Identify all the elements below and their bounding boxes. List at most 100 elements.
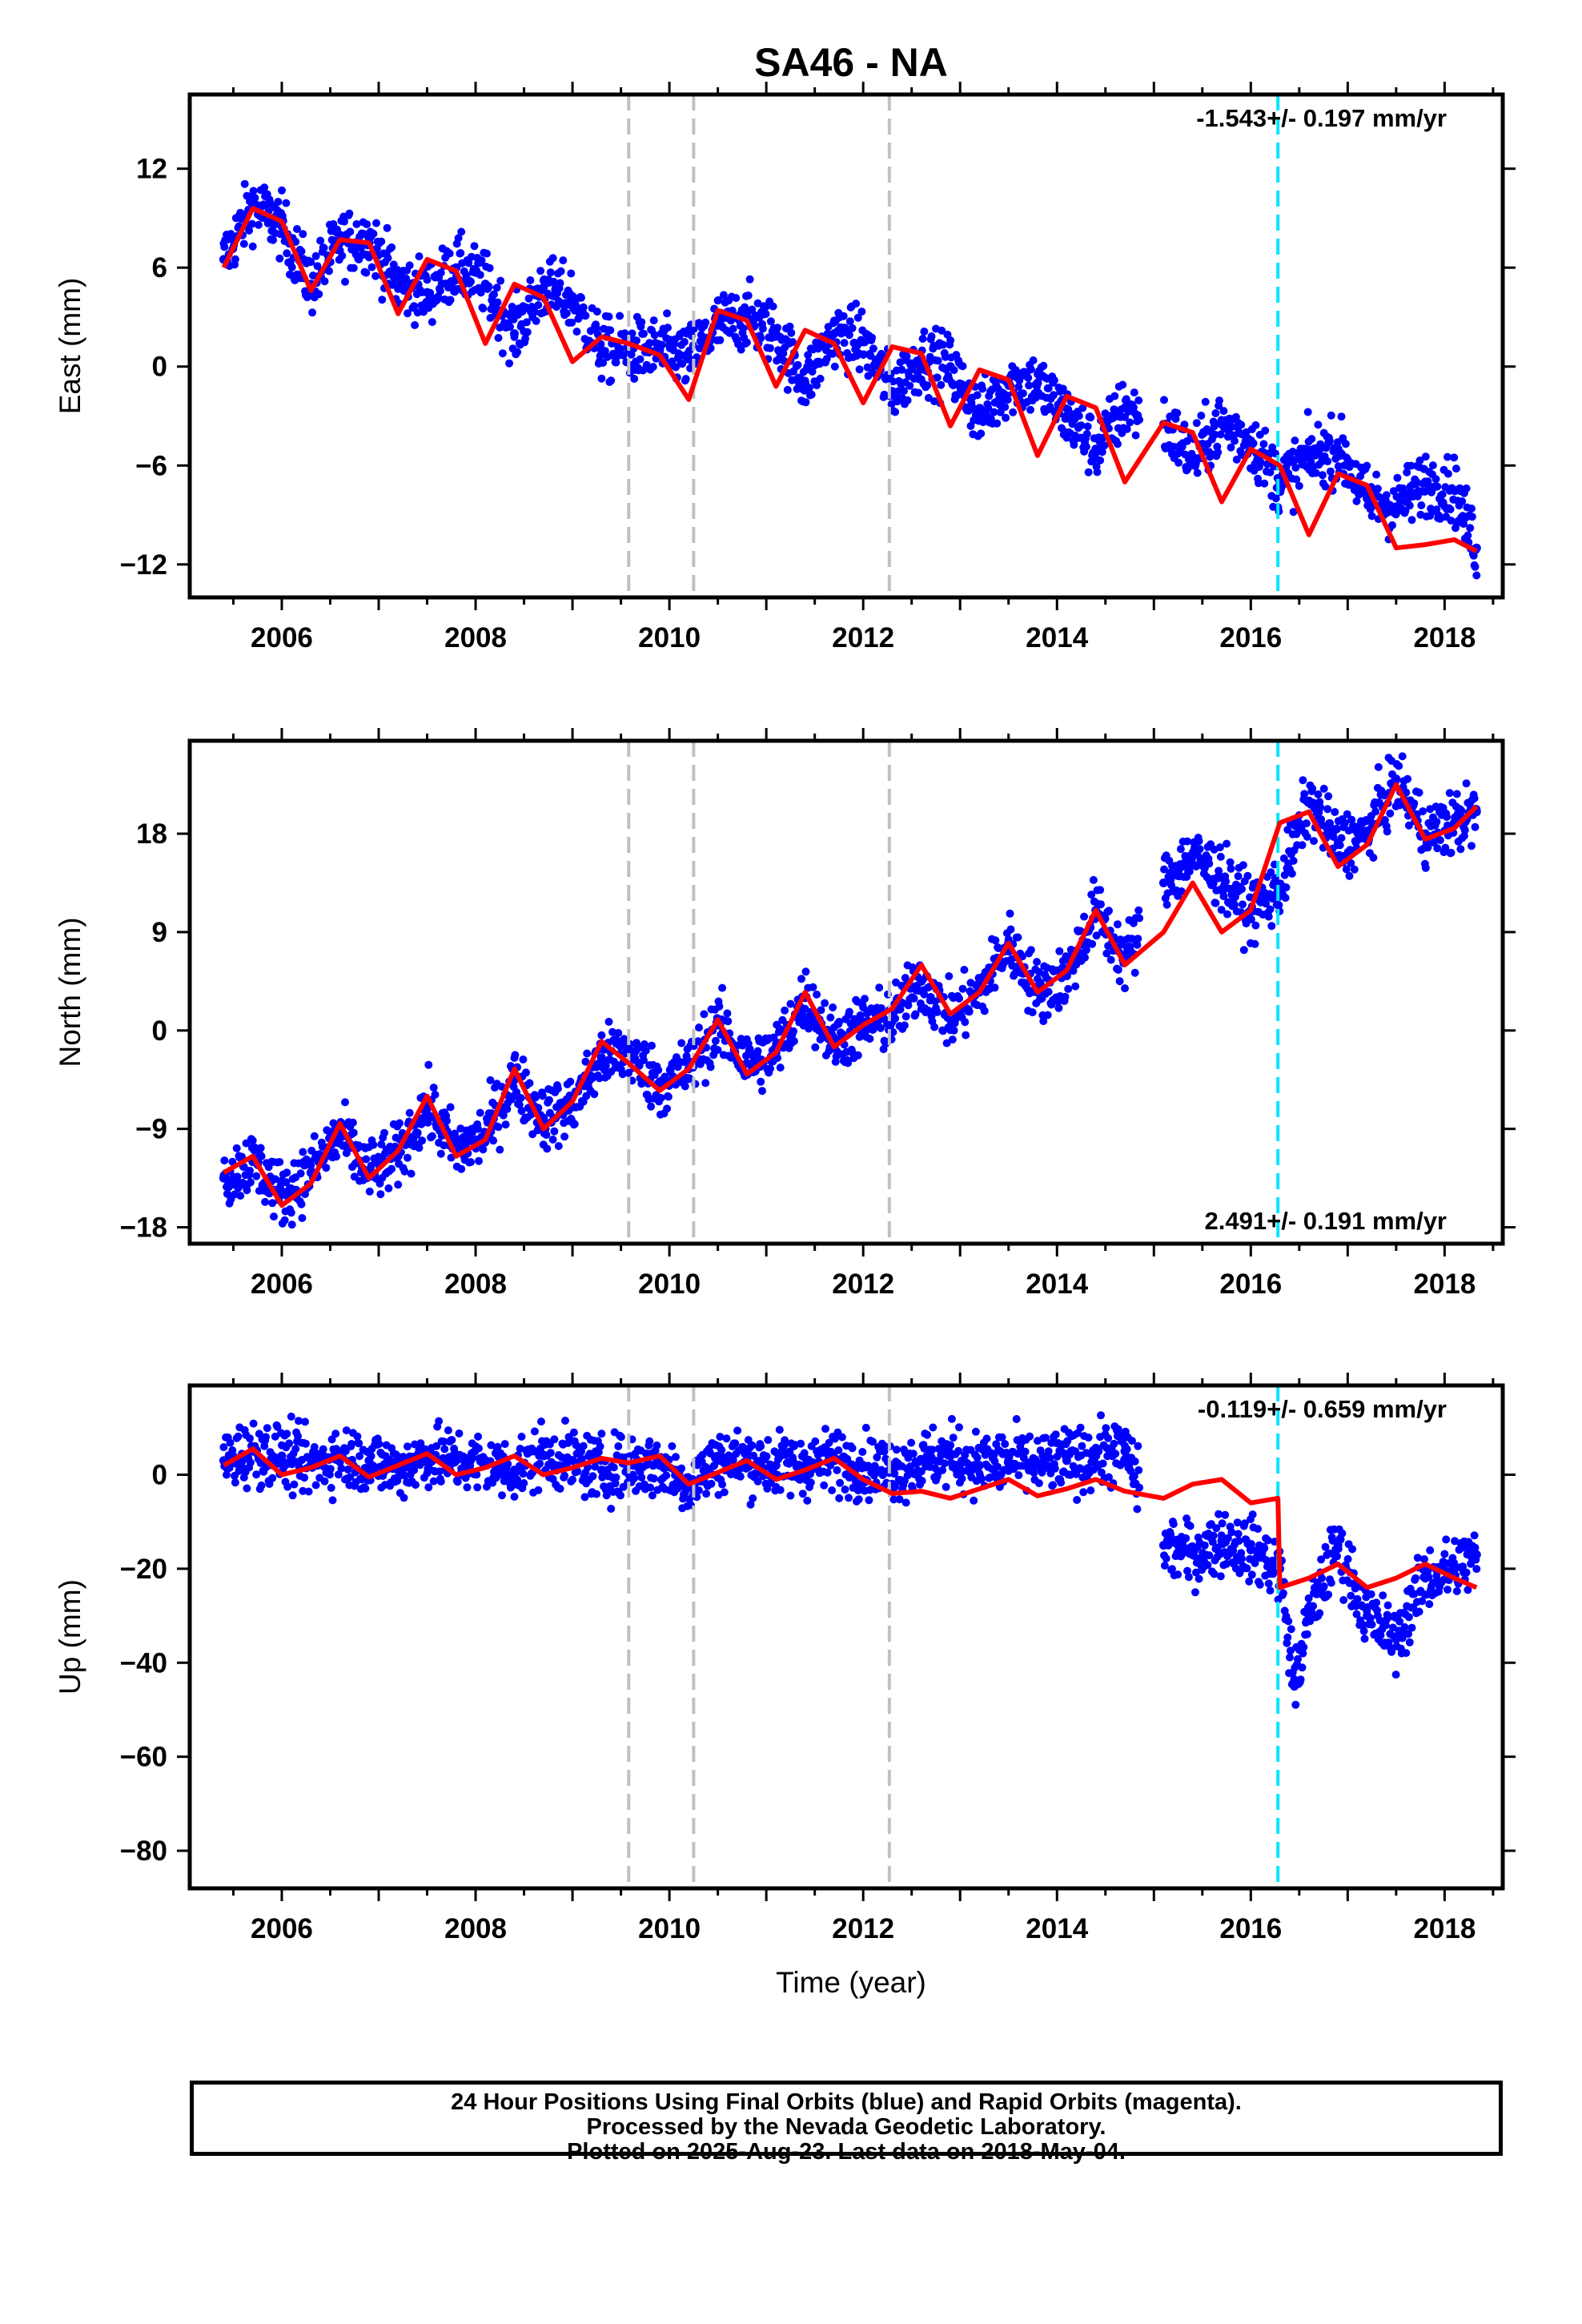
up-data-point xyxy=(1246,1545,1255,1554)
up-data-point xyxy=(1158,1541,1168,1550)
up-data-point xyxy=(277,1451,287,1461)
north-x-tick-label: 2008 xyxy=(444,1269,507,1300)
up-data-point xyxy=(364,1456,374,1466)
east-rate-annotation: -1.543+/- 0.197 mm/yr xyxy=(1196,104,1447,132)
east-data-point xyxy=(801,378,810,388)
up-data-point xyxy=(1004,1456,1014,1466)
east-data-point xyxy=(364,233,374,243)
east-data-point xyxy=(539,283,548,292)
caption-line-3: Plotted on 2025-Aug-23. Last data on 201… xyxy=(567,2139,1126,2165)
north-data-point xyxy=(946,1015,955,1024)
up-point-cloud xyxy=(219,1411,1481,1709)
up-x-tick-label: 2010 xyxy=(638,1913,701,1944)
north-data-point xyxy=(1391,774,1401,784)
up-data-point xyxy=(1217,1536,1227,1546)
east-data-point xyxy=(946,362,955,372)
up-data-point xyxy=(1033,1461,1042,1470)
north-x-tick-label: 2006 xyxy=(251,1269,313,1300)
east-panel: 12 6 0 −6 −12 2006 2008 2010 2012 2014 2016 2018 Eas… xyxy=(54,82,1516,653)
east-data-point xyxy=(829,329,839,339)
up-y-tick-label: 0 xyxy=(152,1460,167,1491)
east-y-tick-label: 6 xyxy=(152,252,167,283)
north-plot-area xyxy=(219,741,1481,1244)
up-data-point xyxy=(1304,1611,1314,1621)
north-data-point xyxy=(1333,840,1343,850)
east-x-tick-label: 2018 xyxy=(1413,622,1476,653)
east-data-point xyxy=(1391,502,1401,512)
east-data-point xyxy=(684,353,693,363)
north-data-point xyxy=(1188,850,1198,860)
east-x-tick-label: 2012 xyxy=(832,622,894,653)
east-x-tick-label: 2006 xyxy=(251,622,313,653)
up-data-point xyxy=(510,1466,519,1475)
north-y-axis-label: North (mm) xyxy=(54,917,86,1067)
up-y-tick-label: −20 xyxy=(120,1554,167,1585)
east-data-point xyxy=(1217,420,1227,429)
up-plot-area xyxy=(219,1385,1481,1888)
east-data-point xyxy=(596,345,606,355)
up-data-point xyxy=(917,1456,926,1466)
north-data-point xyxy=(1304,796,1314,806)
up-data-point xyxy=(1290,1682,1299,1691)
up-x-tick-label: 2006 xyxy=(251,1913,313,1944)
up-data-point xyxy=(452,1456,461,1466)
up-data-point xyxy=(1391,1634,1401,1644)
east-data-point xyxy=(1062,412,1071,420)
up-x-tick-label: 2012 xyxy=(832,1913,894,1944)
caption-box: 24 Hour Positions Using Final Orbits (bl… xyxy=(190,2081,1503,2165)
up-data-point xyxy=(1062,1456,1071,1466)
up-data-point xyxy=(1120,1446,1130,1456)
north-x-tick-label: 2018 xyxy=(1413,1269,1476,1300)
up-x-tick-label: 2018 xyxy=(1413,1913,1476,1944)
north-data-point xyxy=(219,1173,228,1183)
east-data-point xyxy=(1304,452,1314,462)
east-data-point xyxy=(1188,452,1198,462)
up-data-point xyxy=(713,1456,723,1466)
up-y-tick-label: −60 xyxy=(120,1742,167,1773)
up-rate-annotation: -0.119+/- 0.659 mm/yr xyxy=(1198,1395,1447,1423)
up-frame xyxy=(187,1383,1505,1891)
north-y-tick-label: 18 xyxy=(136,818,167,850)
north-panel: 18 9 0 −9 −18 2006 2008 2010 2012 2014 2016 2018 Nor… xyxy=(54,728,1516,1300)
up-y-axis-label: Up (mm) xyxy=(54,1579,86,1695)
up-data-point xyxy=(1420,1574,1430,1583)
east-data-point xyxy=(423,287,432,297)
east-data-point xyxy=(510,329,519,339)
east-x-tick-label: 2010 xyxy=(638,622,701,653)
up-x-tick-label: 2016 xyxy=(1219,1913,1282,1944)
east-y-axis-label: East (mm) xyxy=(54,278,86,415)
east-data-point xyxy=(1246,436,1255,445)
up-data-point xyxy=(1188,1550,1198,1559)
east-x-tick-label: 2014 xyxy=(1026,622,1088,653)
up-data-point xyxy=(1091,1451,1101,1461)
east-data-point xyxy=(1091,444,1101,454)
east-y-tick-label: −12 xyxy=(120,549,167,581)
north-data-point xyxy=(1217,873,1227,883)
up-y-tick-label: −80 xyxy=(120,1835,167,1867)
north-y-tick-label: −18 xyxy=(120,1212,167,1244)
east-data-point xyxy=(974,412,984,420)
east-y-tick-label: 12 xyxy=(136,154,167,185)
up-x-tick-label: 2008 xyxy=(444,1913,507,1944)
up-model-line xyxy=(222,1446,1478,1590)
up-data-point xyxy=(946,1451,955,1461)
east-data-point xyxy=(568,296,577,305)
north-x-tick-label: 2014 xyxy=(1026,1269,1088,1300)
up-data-point xyxy=(1450,1564,1459,1574)
caption-line-2: Processed by the Nevada Geodetic Laborat… xyxy=(586,2114,1106,2140)
north-y-tick-label: 9 xyxy=(152,917,167,948)
east-plot-area xyxy=(219,94,1481,597)
north-data-point xyxy=(624,1047,633,1057)
east-data-point xyxy=(1420,477,1430,487)
east-y-tick-label: −6 xyxy=(135,450,167,481)
up-data-point xyxy=(568,1456,577,1466)
up-data-point xyxy=(596,1466,606,1475)
north-x-tick-label: 2016 xyxy=(1219,1269,1282,1300)
east-x-tick-label: 2008 xyxy=(444,622,507,653)
north-y-tick-label: 0 xyxy=(152,1015,167,1047)
x-axis-label: Time (year) xyxy=(776,1966,926,1999)
east-frame xyxy=(187,92,1505,600)
up-data-point xyxy=(655,1461,665,1470)
east-data-point xyxy=(858,337,868,347)
east-data-point xyxy=(1033,378,1042,388)
